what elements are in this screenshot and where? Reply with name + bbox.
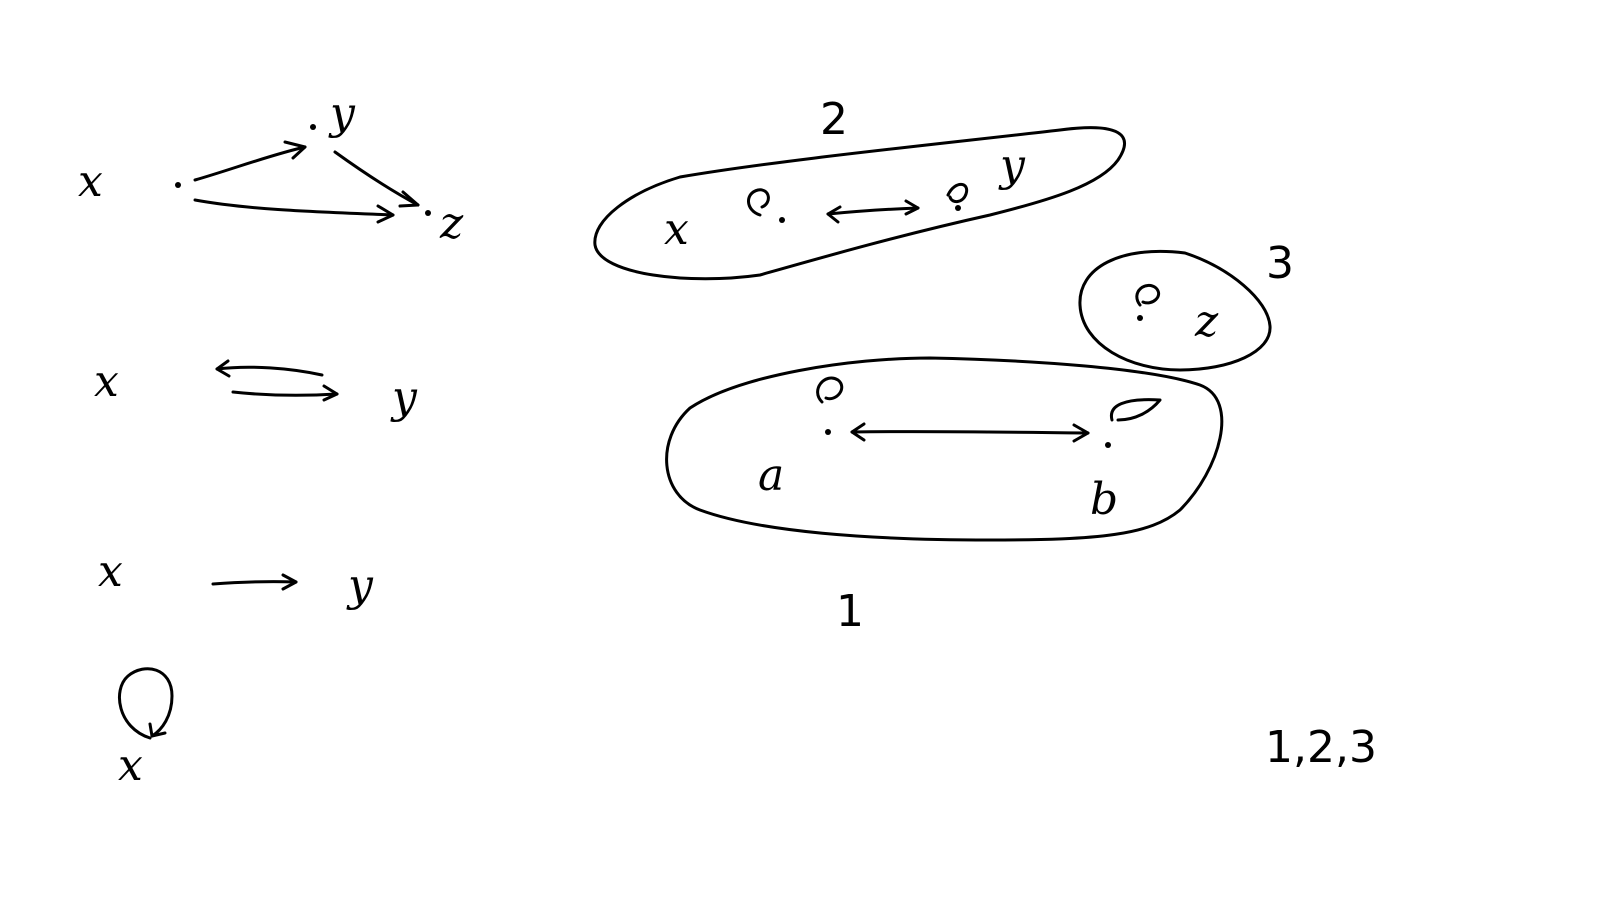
two-way-y-label: y [390,372,418,423]
component-2-left-arrowhead [826,205,842,224]
component-2: 2 x y [593,94,1126,281]
component-3-z-dot [1137,315,1143,321]
edge-y-to-x [215,365,324,377]
component-1-left-arrowhead [850,422,866,442]
node-y-dot [310,124,316,130]
order-label: 1,2,3 [1265,722,1377,773]
component-3-number: 3 [1266,238,1294,289]
component-2-right-arrowhead [904,199,920,216]
arrowhead-x-to-y [283,140,307,160]
component-1: 1 a b [665,356,1224,637]
graph-triangle: x y z [78,88,464,249]
component-1-number: 1 [836,586,864,637]
component-1-a-loop-icon [816,376,844,404]
arrowhead-one-way [281,573,298,591]
component-1-b-loop-icon [1109,398,1162,422]
component-3: 3 z [1078,238,1294,372]
node-x-dot [175,182,181,188]
node-z-dot [425,210,431,216]
component-1-outline [665,356,1224,542]
self-loop-edge [118,667,174,740]
node-x-label: x [78,156,103,207]
two-way-x-label: x [94,356,119,407]
component-2-number: 2 [820,94,848,145]
component-2-outline [593,126,1126,281]
arrowhead-x-to-z [376,204,395,224]
node-z-label: z [439,198,464,249]
graph-one-way: x y [98,546,374,611]
edge-y-to-z [333,150,420,207]
edge-one-way [211,580,298,586]
arrowhead-y-to-x [215,359,231,378]
graph-self-loop: x [118,667,174,791]
component-1-edge [850,430,1090,435]
component-1-right-arrowhead [1072,423,1090,443]
self-loop-arrowhead [148,722,167,738]
component-1-b-label: b [1090,474,1118,525]
component-2-edge [826,206,920,216]
node-y-label: y [328,88,356,139]
edge-x-to-y [193,145,307,182]
component-2-y-loop-icon [946,182,969,203]
component-3-z-label: z [1194,296,1219,347]
arrowhead-x-to-y-lower [322,384,339,402]
component-3-outline [1078,249,1272,372]
component-2-x-label: x [664,204,689,255]
component-1-a-dot [825,429,831,435]
component-3-z-loop-icon [1135,283,1161,307]
component-2-x-loop-icon [747,188,770,217]
one-way-x-label: x [98,546,123,597]
graph-two-way: x y [94,356,418,423]
component-1-a-label: a [758,450,784,501]
self-loop-x-label: x [118,740,143,791]
arrowhead-y-to-z [398,190,420,208]
component-2-x-dot [779,217,785,223]
component-1-b-dot [1105,442,1111,448]
component-2-y-label: y [998,140,1026,191]
component-2-y-dot [955,205,961,211]
edge-x-to-y-lower [231,390,339,397]
one-way-y-label: y [346,560,374,611]
edge-x-to-z [193,198,395,217]
